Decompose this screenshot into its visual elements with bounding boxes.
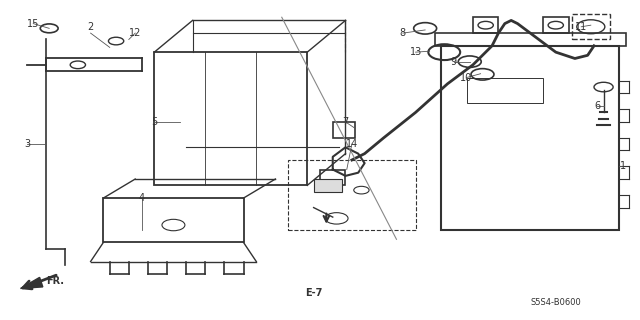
- Bar: [473, 17, 499, 33]
- Bar: [441, 46, 620, 230]
- Bar: [314, 179, 342, 192]
- Text: 11: 11: [575, 22, 588, 32]
- Text: 1: 1: [620, 161, 626, 171]
- Text: E-7: E-7: [305, 288, 323, 298]
- Bar: [288, 160, 415, 230]
- Text: 15: 15: [27, 19, 40, 28]
- Bar: [320, 170, 346, 185]
- Text: 6: 6: [594, 101, 600, 111]
- Text: 2: 2: [88, 22, 93, 32]
- Text: 3: 3: [24, 139, 30, 149]
- Bar: [572, 14, 610, 39]
- Text: 9: 9: [451, 57, 457, 67]
- Text: 5: 5: [151, 117, 157, 127]
- Text: 14: 14: [346, 139, 358, 149]
- Bar: [435, 33, 626, 46]
- Polygon shape: [20, 277, 43, 288]
- Text: 7: 7: [342, 117, 349, 127]
- Text: 10: 10: [460, 73, 473, 83]
- Bar: [154, 52, 307, 185]
- Bar: [543, 17, 568, 33]
- Bar: [467, 77, 543, 103]
- Bar: [103, 198, 244, 243]
- Text: FR.: FR.: [46, 276, 64, 285]
- Text: 4: 4: [138, 193, 145, 203]
- Text: 12: 12: [129, 28, 141, 38]
- Text: 8: 8: [400, 28, 406, 38]
- Text: S5S4-B0600: S5S4-B0600: [531, 298, 581, 307]
- Text: 13: 13: [410, 47, 422, 57]
- Bar: [333, 122, 355, 138]
